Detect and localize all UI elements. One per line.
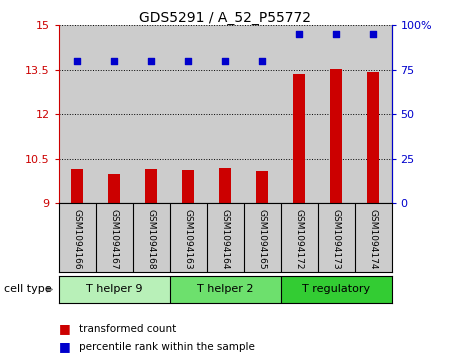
Bar [58,25,95,203]
Text: T regulatory: T regulatory [302,285,370,294]
Text: GSM1094163: GSM1094163 [184,209,193,269]
Text: T helper 9: T helper 9 [86,285,142,294]
Bar [367,72,379,203]
Text: GSM1094174: GSM1094174 [369,209,378,269]
Text: GSM1094172: GSM1094172 [294,209,303,269]
Bar [280,25,318,203]
Text: GDS5291 / A_52_P55772: GDS5291 / A_52_P55772 [139,11,311,25]
Text: GSM1094166: GSM1094166 [72,209,81,269]
Bar [170,25,207,203]
Text: GSM1094164: GSM1094164 [220,209,230,269]
Text: GSM1094168: GSM1094168 [147,209,156,269]
Bar [329,69,342,203]
Text: GSM1094167: GSM1094167 [109,209,118,269]
Bar [292,74,306,203]
Bar [355,25,392,203]
Point [295,31,302,37]
Point [369,31,377,37]
Text: GSM1094165: GSM1094165 [257,209,266,269]
Bar [207,25,243,203]
Bar [280,276,392,303]
Bar [71,169,84,203]
Bar [219,168,231,203]
Bar [58,276,170,303]
Point [73,58,81,64]
Text: ■: ■ [58,322,70,335]
Point [221,58,229,64]
Bar [318,25,355,203]
Text: transformed count: transformed count [79,323,176,334]
Bar [144,169,158,203]
Point [110,58,117,64]
Bar [132,25,170,203]
Text: GSM1094173: GSM1094173 [332,209,341,269]
Bar [181,170,194,203]
Point [184,58,192,64]
Point [258,58,265,64]
Bar [243,25,280,203]
Point [148,58,155,64]
Text: percentile rank within the sample: percentile rank within the sample [79,342,255,352]
Text: T helper 2: T helper 2 [197,285,253,294]
Text: cell type: cell type [4,285,52,294]
Bar [95,25,132,203]
Bar [170,276,280,303]
Text: ■: ■ [58,340,70,353]
Bar [108,174,121,203]
Point [333,31,340,37]
Bar [256,171,269,203]
